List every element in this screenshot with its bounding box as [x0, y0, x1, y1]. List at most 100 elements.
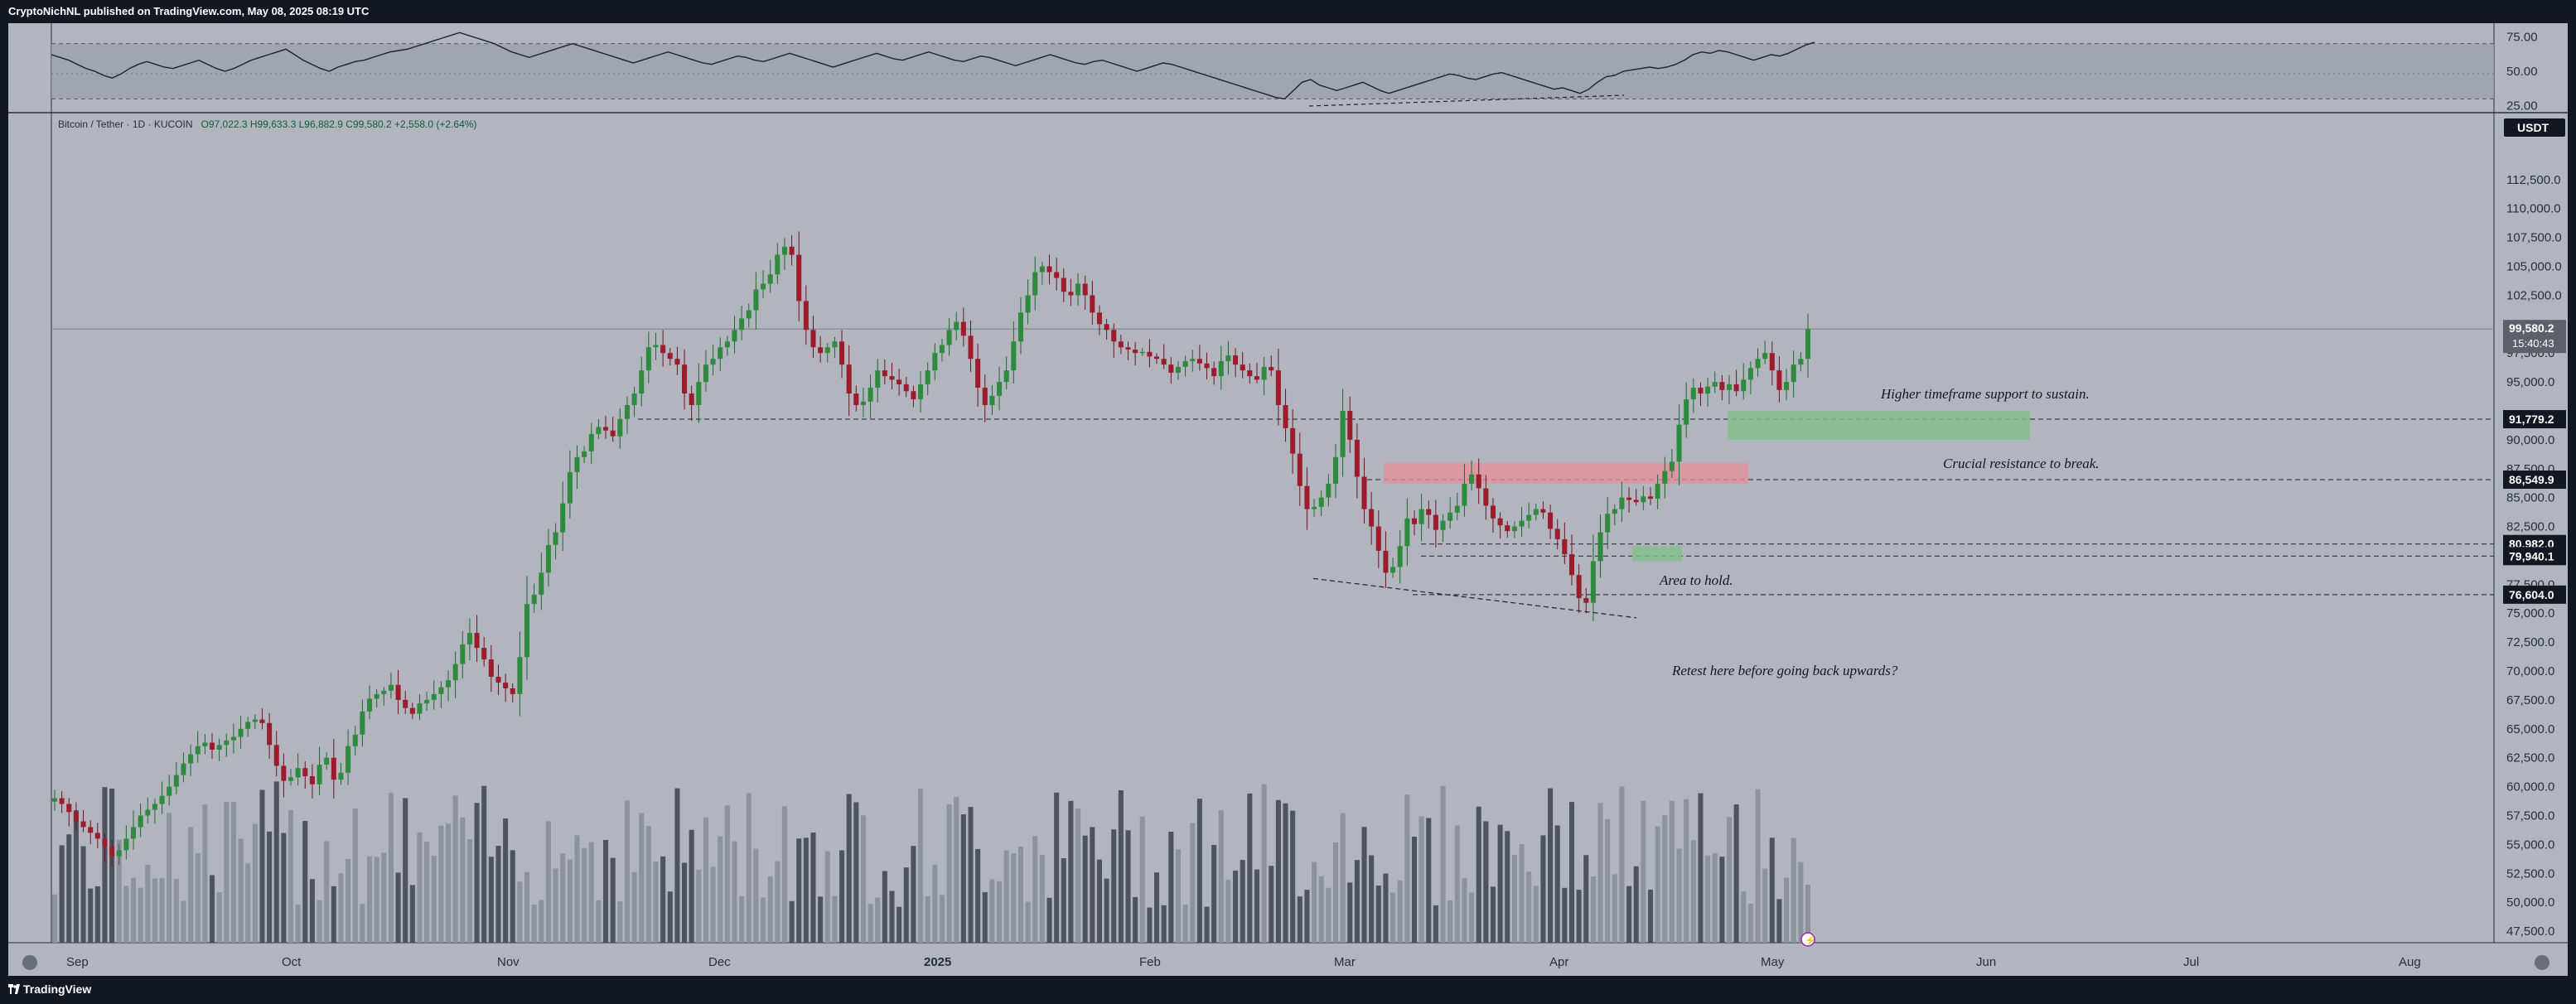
candle-body [302, 768, 308, 777]
hold-zone[interactable] [1632, 546, 1682, 562]
rsi-line [51, 31, 1815, 100]
candle-body [853, 393, 859, 406]
volume-bar [1641, 800, 1646, 943]
volume-bar [574, 835, 580, 943]
volume-bar [796, 838, 802, 943]
level-price-label: 86,549.9 [2509, 473, 2554, 486]
candle-body [288, 777, 294, 781]
candle-body [1196, 359, 1202, 364]
volume-bar [216, 891, 222, 943]
candle-body [718, 347, 723, 360]
lightning-icon[interactable] [1800, 932, 1815, 947]
settings-icon[interactable] [2535, 955, 2549, 970]
tradingview-logo-icon [8, 984, 20, 994]
candle-body [1147, 351, 1153, 357]
candle-body [1619, 497, 1625, 509]
rsi-axis: 75.00 50.00 25.00 [2506, 30, 2538, 113]
candle-body [495, 676, 501, 683]
chart-svg[interactable]: 75.00 50.00 25.00 Bitcoin / Tether · 1D · … [8, 23, 2568, 976]
volume-bar [1540, 835, 1546, 943]
candle-body [897, 379, 902, 384]
volume-bar [1705, 855, 1711, 943]
volume-bar [388, 792, 394, 943]
volume-bar [466, 838, 472, 943]
volume-bar [1605, 818, 1611, 943]
rsi-tick-label: 50.00 [2506, 65, 2538, 79]
candle-body [445, 680, 452, 688]
volume-bar [66, 834, 72, 943]
volume-bar [1733, 804, 1739, 943]
volume-bar [1254, 869, 1259, 943]
candle-body [1626, 497, 1632, 500]
level-price-badge[interactable] [2503, 547, 2566, 566]
candle-body [610, 430, 616, 437]
candle-body [1605, 514, 1611, 533]
candle-body [624, 405, 630, 419]
candle-body [1462, 483, 1467, 506]
candle-body [267, 722, 273, 746]
candle-body [1497, 518, 1503, 526]
candle-body [1354, 439, 1360, 477]
level-price-badge[interactable] [2503, 585, 2566, 604]
volume-bar [281, 833, 287, 943]
price-tick-label: 95,000.0 [2506, 375, 2554, 389]
volume-bar [1104, 878, 1109, 943]
candle-body [431, 693, 437, 700]
candle-body [252, 719, 258, 722]
candle-body [1003, 370, 1009, 383]
candle-body [1733, 384, 1739, 392]
volume-bar [1082, 835, 1088, 943]
candle-body [903, 384, 909, 392]
candle-body [1190, 359, 1196, 361]
candle-body [918, 384, 924, 400]
volume-bar [1369, 855, 1375, 943]
price-divergence-line[interactable] [1312, 577, 1637, 619]
volume-bar [145, 864, 151, 943]
volume-bar [553, 868, 558, 943]
volume-bar [224, 801, 230, 943]
candle-body [989, 395, 995, 406]
price-tick-label: 70,000.0 [2506, 664, 2554, 678]
chart-panel[interactable]: 75.00 50.00 25.00 Bitcoin / Tether · 1D · … [8, 23, 2568, 976]
volume-bar [860, 815, 866, 943]
candle-body [1032, 272, 1038, 296]
volume-bar [1154, 872, 1160, 943]
candle-body [417, 703, 423, 714]
candle-body [1068, 292, 1074, 296]
candle-body [1755, 359, 1761, 369]
volume-bar [331, 886, 336, 943]
annotation-support: Higher timeframe support to sustain. [1880, 386, 2090, 402]
volume-bar [1597, 803, 1603, 943]
volume-bar [660, 856, 666, 943]
timezone-icon[interactable] [22, 955, 37, 970]
price-tick-label: 47,500.0 [2506, 924, 2554, 939]
rsi-divergence-line[interactable] [1308, 94, 1625, 107]
candle-body [209, 742, 215, 750]
support-zone[interactable] [1728, 410, 2030, 440]
level-price-badge[interactable] [2503, 410, 2566, 429]
volume-bar [560, 853, 566, 943]
candle-body [982, 388, 988, 406]
time-axis[interactable]: Sep Oct Nov Dec 2025 Feb Mar Apr May Jun Jul Aug [66, 955, 2421, 969]
volume-bar [1168, 832, 1174, 943]
volume-bar [1011, 853, 1017, 943]
volume-bar [1612, 874, 1617, 943]
volume-bar [1798, 862, 1804, 943]
volume-bar [424, 842, 430, 943]
currency-badge[interactable] [2504, 118, 2565, 137]
volume-bar [882, 871, 887, 943]
candle-body [1726, 384, 1733, 390]
candle-body [438, 687, 444, 694]
level-price-badge[interactable] [2503, 471, 2566, 490]
candle-body [1576, 575, 1582, 599]
volume-bar [1275, 799, 1281, 943]
resistance-zone[interactable] [1384, 462, 1748, 484]
candle-body [596, 427, 602, 434]
volume-bar [818, 896, 824, 943]
last-price-badge[interactable] [2503, 320, 2566, 354]
volume-bar [954, 797, 959, 943]
volume-bar [431, 856, 437, 943]
candle-body [281, 765, 287, 781]
candle-body [1511, 526, 1517, 532]
volume-bar [925, 895, 930, 943]
